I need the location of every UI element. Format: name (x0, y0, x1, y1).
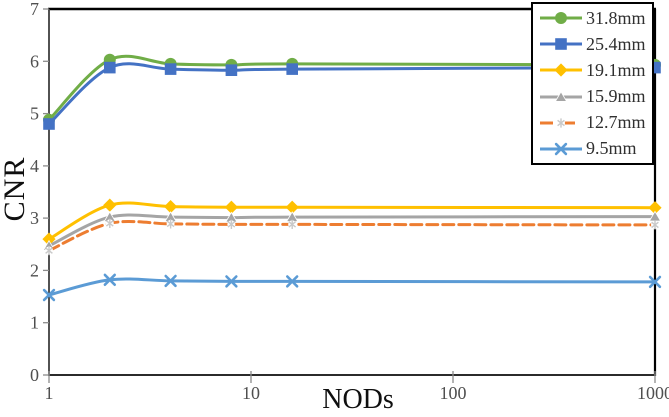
diamond-marker (164, 200, 178, 214)
y-tick-label: 4 (30, 156, 39, 176)
star-marker (557, 118, 565, 128)
y-tick-label: 6 (30, 51, 39, 71)
legend-label: 19.1mm (586, 59, 646, 80)
legend-item-25.4mm: 25.4mm (533, 32, 652, 57)
diamond-marker (554, 63, 568, 77)
legend-key-square-icon (540, 38, 582, 51)
x-marker (103, 273, 116, 286)
y-tick-label: 2 (30, 260, 39, 280)
legend-label: 12.7mm (586, 112, 646, 133)
legend-item-31.8mm: 31.8mm (533, 6, 652, 31)
star-marker (288, 219, 297, 229)
legend-key-circle-icon (540, 12, 582, 25)
x-axis-title: NODs (322, 384, 394, 415)
legend-key-diamond-icon (540, 63, 582, 77)
series-25.4mm (43, 61, 661, 130)
y-tick-label: 3 (30, 208, 39, 228)
y-axis-title: CNR (0, 156, 31, 222)
legend-item-9.5mm: 9.5mm (533, 136, 652, 161)
legend-key-star-icon (540, 118, 582, 128)
x-tick-label: 1000 (637, 383, 669, 403)
x-tick-label: 10 (242, 383, 260, 403)
legend-label: 31.8mm (586, 7, 646, 28)
legend-item-12.7mm: 12.7mm (533, 110, 652, 135)
square-marker (649, 61, 661, 74)
y-tick-label: 1 (30, 313, 39, 333)
series-12.7mm (45, 218, 659, 256)
star-marker (227, 219, 236, 229)
y-tick-label: 5 (30, 104, 39, 124)
diamond-marker (648, 201, 662, 215)
diamond-marker (224, 200, 238, 214)
square-marker (43, 118, 55, 130)
legend-label: 9.5mm (586, 138, 637, 159)
star-marker (105, 218, 114, 228)
square-marker (555, 38, 567, 51)
square-marker (225, 64, 238, 76)
legend-item-15.9mm: 15.9mm (533, 84, 652, 109)
x-ticks: 1 10 100 1000 (45, 371, 669, 403)
legend-label: 15.9mm (586, 86, 646, 107)
series-9.5mm (42, 273, 662, 302)
star-marker (166, 219, 175, 229)
x-tick-label: 100 (440, 383, 467, 403)
legend-item-19.1mm: 19.1mm (533, 58, 652, 83)
series-15.9mm (42, 210, 662, 251)
square-marker (164, 63, 177, 75)
legend-label: 25.4mm (586, 33, 646, 54)
legend-key-triangle-icon (540, 90, 582, 102)
diamond-marker (103, 198, 117, 212)
square-marker (104, 61, 116, 74)
series-19.1mm (42, 198, 662, 246)
legend-key-x-icon (540, 142, 582, 156)
legend: 31.8mm 25.4mm 19.1mm 15.9mm 12.7mm 9.5mm (531, 2, 654, 165)
series-line-12.7mm (47, 220, 657, 253)
x-marker (164, 274, 177, 288)
series-line-15.9mm (47, 213, 657, 248)
y-tick-label: 0 (30, 365, 39, 385)
y-ticks: 0 1 2 3 4 5 6 7 (30, 0, 49, 385)
x-marker (225, 275, 238, 288)
x-marker (554, 142, 568, 156)
diamond-marker (42, 232, 56, 246)
circle-marker (555, 12, 567, 25)
star-marker (45, 246, 53, 256)
y-tick-label: 7 (30, 0, 39, 19)
triangle-marker (554, 90, 568, 102)
series-line-9.5mm (47, 277, 657, 297)
x-marker (648, 275, 662, 289)
diamond-marker (285, 200, 299, 214)
square-marker (286, 63, 298, 75)
star-marker (651, 220, 659, 230)
x-marker (286, 275, 299, 288)
x-marker (42, 288, 56, 302)
x-tick-label: 1 (45, 383, 54, 403)
